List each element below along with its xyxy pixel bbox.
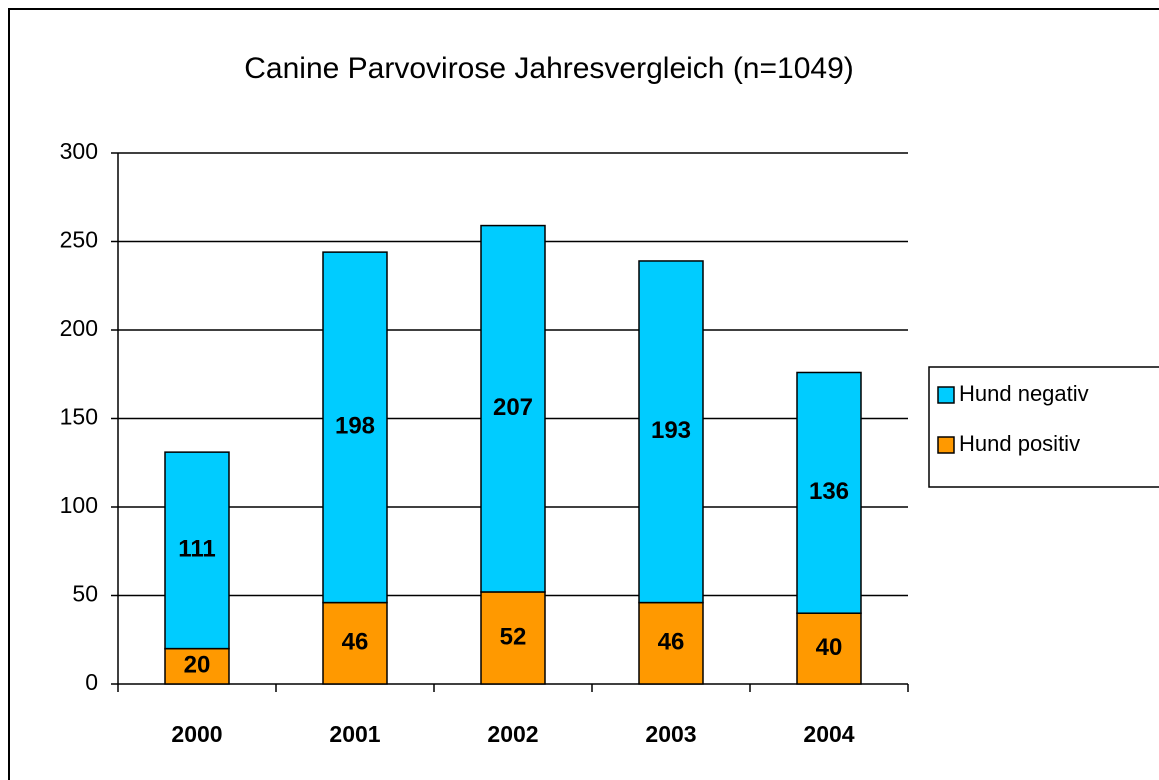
data-label: 111 bbox=[178, 536, 215, 563]
y-tick-label: 100 bbox=[60, 492, 98, 518]
legend-label: Hund negativ bbox=[959, 381, 1089, 406]
legend-swatch bbox=[937, 436, 955, 454]
x-tick-label: 2001 bbox=[329, 721, 380, 747]
y-tick-label: 50 bbox=[72, 581, 98, 607]
bar-segment bbox=[480, 224, 546, 593]
chart-title: Canine Parvovirose Jahresvergleich (n=10… bbox=[244, 52, 854, 85]
bar-segment bbox=[322, 601, 388, 685]
bar-segment bbox=[164, 647, 230, 685]
legend-box bbox=[928, 366, 1159, 488]
data-label: 46 bbox=[342, 629, 369, 656]
data-label: 40 bbox=[816, 634, 843, 661]
data-label: 193 bbox=[651, 417, 691, 444]
bar-segment bbox=[796, 371, 862, 614]
data-label: 198 bbox=[335, 413, 375, 440]
data-label: 20 bbox=[184, 652, 211, 679]
legend-label: Hund positiv bbox=[959, 431, 1080, 456]
y-tick-label: 150 bbox=[60, 404, 98, 430]
data-label: 207 bbox=[493, 394, 533, 421]
bar-segment bbox=[322, 251, 388, 604]
x-tick-label: 2000 bbox=[171, 721, 222, 747]
x-tick-label: 2002 bbox=[487, 721, 538, 747]
x-tick-label: 2003 bbox=[645, 721, 696, 747]
y-tick-label: 200 bbox=[60, 315, 98, 341]
y-tick-label: 250 bbox=[60, 227, 98, 253]
y-tick-label: 0 bbox=[85, 669, 98, 695]
y-tick-label: 300 bbox=[60, 138, 98, 164]
data-label: 46 bbox=[658, 629, 685, 656]
bar-segment bbox=[164, 451, 230, 650]
bar-segment bbox=[638, 260, 704, 604]
legend-swatch bbox=[937, 386, 955, 404]
bar-segment bbox=[638, 601, 704, 685]
data-label: 52 bbox=[500, 623, 527, 650]
data-label: 136 bbox=[809, 478, 849, 505]
x-tick-label: 2004 bbox=[803, 721, 854, 747]
